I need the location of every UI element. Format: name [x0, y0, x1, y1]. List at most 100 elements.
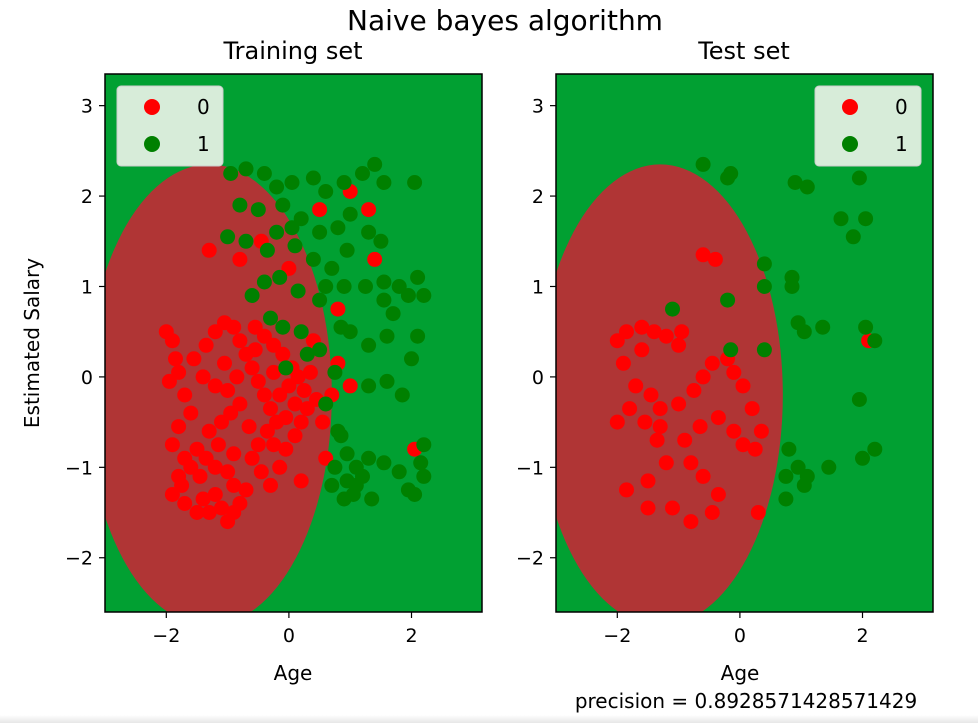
test-region-class-0 — [556, 164, 783, 612]
test-point-class-0 — [753, 423, 769, 439]
test-point-class-0 — [637, 414, 653, 430]
training-point-class-1 — [324, 477, 340, 493]
test-point-class-0 — [646, 324, 662, 340]
test-point-class-1 — [851, 392, 867, 407]
training-y-tick-label: 1 — [81, 276, 93, 298]
training-point-class-0 — [195, 491, 211, 507]
test-y-tick-label: 3 — [532, 96, 544, 118]
training-point-class-0 — [302, 364, 318, 380]
test-x-ticks: −2 0 2 — [603, 612, 869, 647]
training-point-class-0 — [253, 464, 269, 480]
training-point-class-1 — [318, 279, 334, 294]
training-point-class-1 — [244, 288, 260, 303]
training-point-class-0 — [195, 369, 211, 385]
training-y-tick-label: 3 — [81, 96, 93, 118]
test-point-class-0 — [704, 505, 720, 520]
training-point-class-1 — [305, 170, 321, 186]
training-point-class-1 — [410, 328, 426, 344]
training-point-class-0 — [198, 337, 214, 353]
test-point-class-1 — [720, 292, 736, 308]
training-point-class-1 — [259, 242, 275, 258]
test-point-class-0 — [619, 324, 634, 340]
training-point-class-0 — [220, 383, 236, 398]
training-point-class-0 — [214, 500, 229, 516]
test-point-class-0 — [665, 500, 680, 516]
test-point-class-1 — [778, 468, 794, 484]
training-point-class-1 — [284, 175, 300, 190]
test-point-class-0 — [704, 355, 720, 371]
training-point-class-1 — [404, 351, 419, 367]
test-point-class-1 — [784, 279, 800, 294]
training-y-tick-label: −2 — [65, 548, 93, 570]
training-point-class-1 — [238, 161, 254, 177]
training-point-class-1 — [305, 251, 321, 267]
test-point-class-1 — [867, 333, 883, 349]
training-point-class-1 — [367, 156, 383, 172]
training-point-class-1 — [263, 310, 278, 326]
training-point-class-1 — [256, 274, 272, 290]
training-point-class-1 — [379, 373, 395, 389]
training-legend-label-1: 1 — [197, 132, 210, 156]
training-point-class-1 — [293, 211, 309, 227]
training-point-class-1 — [391, 279, 407, 294]
training-point-class-1 — [416, 288, 432, 303]
training-points — [158, 156, 432, 530]
test-point-class-1 — [796, 324, 812, 340]
training-point-class-0 — [275, 346, 291, 362]
training-point-class-0 — [272, 459, 288, 475]
test-point-class-0 — [686, 383, 702, 398]
training-point-class-0 — [232, 333, 248, 349]
training-point-class-1 — [333, 428, 349, 444]
training-point-class-0 — [287, 428, 303, 444]
training-x-tick-label: 0 — [283, 625, 295, 647]
test-point-class-0 — [695, 468, 711, 484]
training-point-class-1 — [361, 337, 377, 353]
test-point-class-0 — [710, 410, 726, 426]
training-point-class-0 — [250, 373, 266, 389]
test-point-class-0 — [695, 247, 711, 263]
training-point-class-1 — [318, 396, 334, 412]
test-point-class-0 — [692, 419, 708, 435]
test-point-class-0 — [683, 514, 699, 530]
training-point-class-0 — [189, 505, 205, 520]
test-set-plot: Test set −2 0 2 −2 −1 0 1 2 3 Age precision = 0… — [516, 37, 934, 713]
training-point-class-1 — [376, 455, 392, 471]
test-set-title: Test set — [697, 37, 790, 65]
precision-label: precision = 0.8928571428571429 — [575, 689, 917, 713]
test-point-class-1 — [833, 211, 849, 227]
test-legend-label-1: 1 — [895, 132, 908, 156]
test-point-class-1 — [851, 170, 867, 186]
test-point-class-1 — [855, 450, 870, 466]
training-point-class-0 — [281, 378, 297, 394]
training-point-class-1 — [327, 364, 343, 380]
training-y-axis-label: Estimated Salary — [20, 258, 44, 428]
test-point-class-0 — [707, 251, 723, 267]
training-point-class-0 — [299, 401, 315, 417]
training-point-class-1 — [394, 387, 410, 403]
test-points — [609, 156, 883, 530]
test-point-class-1 — [778, 491, 794, 507]
test-point-class-0 — [658, 455, 674, 471]
training-point-class-0 — [220, 464, 236, 480]
test-legend-label-0: 0 — [895, 95, 908, 119]
training-point-class-0 — [226, 446, 242, 462]
test-point-class-0 — [744, 401, 760, 417]
training-point-class-0 — [278, 441, 294, 457]
test-legend: 0 1 — [814, 85, 922, 167]
training-point-class-1 — [269, 224, 285, 240]
training-point-class-0 — [207, 378, 223, 394]
training-point-class-0 — [263, 401, 278, 417]
training-point-class-1 — [232, 197, 248, 213]
training-point-class-0 — [207, 487, 223, 502]
training-point-class-0 — [232, 496, 248, 511]
test-point-class-0 — [609, 414, 625, 430]
training-point-class-1 — [355, 468, 370, 484]
test-point-class-0 — [609, 333, 625, 349]
window-bottom-edge — [0, 715, 978, 723]
training-point-class-0 — [226, 477, 242, 493]
training-point-class-1 — [312, 292, 328, 308]
training-point-class-0 — [266, 337, 282, 353]
training-point-class-0 — [229, 369, 245, 385]
training-point-class-0 — [287, 396, 303, 412]
training-point-class-0 — [296, 383, 312, 398]
